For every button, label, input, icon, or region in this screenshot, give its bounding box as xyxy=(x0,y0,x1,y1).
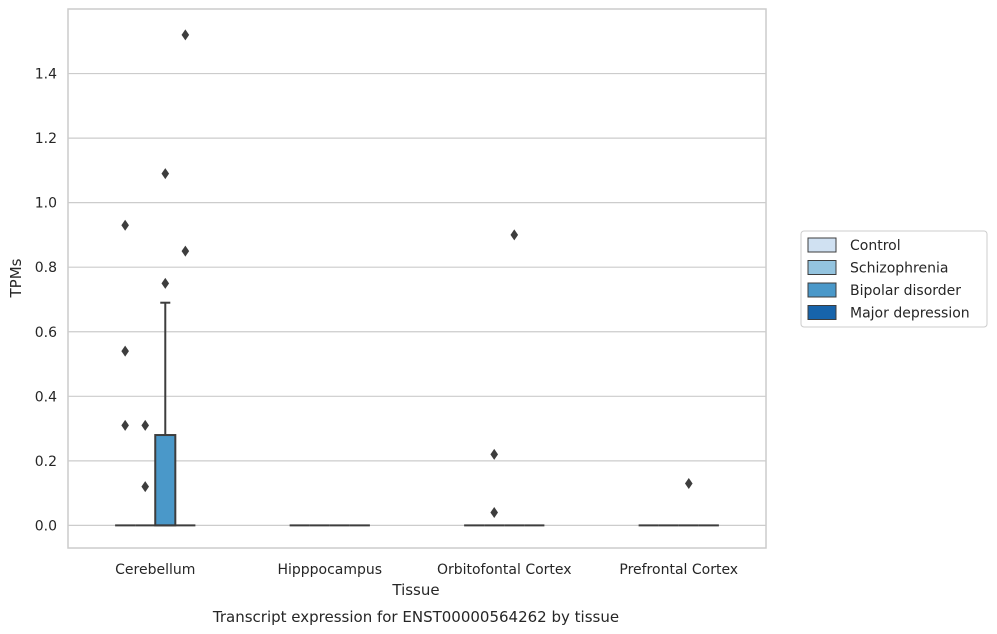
outlier-point xyxy=(121,219,129,231)
y-tick-label: 0.6 xyxy=(35,325,57,341)
box-control xyxy=(115,219,136,527)
legend-label: Major depression xyxy=(850,306,970,322)
x-tick-label: Prefrontal Cortex xyxy=(619,562,738,578)
box-schizophrenia xyxy=(484,448,505,527)
legend-frame xyxy=(800,230,988,328)
legend-swatch xyxy=(807,282,837,298)
x-axis-label: Tissue xyxy=(391,581,439,599)
box-schizophrenia xyxy=(135,419,156,527)
box-major-depression xyxy=(175,29,196,527)
outlier-point xyxy=(121,345,129,357)
outlier-point xyxy=(510,229,519,241)
x-tick-label: Orbitofontal Cortex xyxy=(437,562,572,578)
outlier-point xyxy=(121,419,129,431)
legend-swatch xyxy=(807,260,837,275)
box-bipolar-disorder xyxy=(678,477,699,527)
legend-label: Schizophrenia xyxy=(850,261,948,277)
plot-frame xyxy=(67,8,767,549)
y-tick-label: 1.2 xyxy=(35,131,57,147)
outlier-point xyxy=(181,245,190,257)
outlier-point xyxy=(490,506,499,518)
y-tick-label: 1.4 xyxy=(35,67,57,83)
y-tick-labels: 0.0 0.2 0.4 0.6 0.8 1.0 1.2 1.4 xyxy=(35,67,57,535)
legend: Control Schizophrenia Bipolar disorder Majo… xyxy=(800,230,988,328)
legend-label: Control xyxy=(850,238,901,254)
x-tick-labels: Cerebellum Hipppocampus Orbitofontal Corte… xyxy=(115,562,738,578)
legend-swatch xyxy=(807,237,837,253)
outlier-point xyxy=(161,277,170,289)
outlier-point xyxy=(684,477,693,489)
chart-caption: Transcript expression for ENST0000056426… xyxy=(212,608,619,626)
box-series xyxy=(115,29,719,527)
box-bipolar-disorder xyxy=(154,168,177,527)
legend-swatch xyxy=(807,305,837,320)
outlier-point xyxy=(141,481,150,493)
y-tick-label: 0.4 xyxy=(35,389,57,405)
box-bipolar-disorder xyxy=(504,229,525,527)
y-tick-label: 0.2 xyxy=(35,454,57,470)
outlier-point xyxy=(181,29,190,41)
legend-label: Bipolar disorder xyxy=(850,283,961,299)
box-body xyxy=(154,434,177,527)
y-axis-label: TPMs xyxy=(7,258,25,298)
x-tick-label: Hipppocampus xyxy=(277,562,382,578)
y-tick-label: 0.8 xyxy=(35,260,57,276)
outlier-point xyxy=(161,168,170,180)
outlier-point xyxy=(141,419,150,431)
x-tick-label: Cerebellum xyxy=(115,562,195,578)
outlier-point xyxy=(490,448,499,460)
y-tick-label: 0.0 xyxy=(35,518,57,534)
y-tick-label: 1.0 xyxy=(35,196,57,212)
